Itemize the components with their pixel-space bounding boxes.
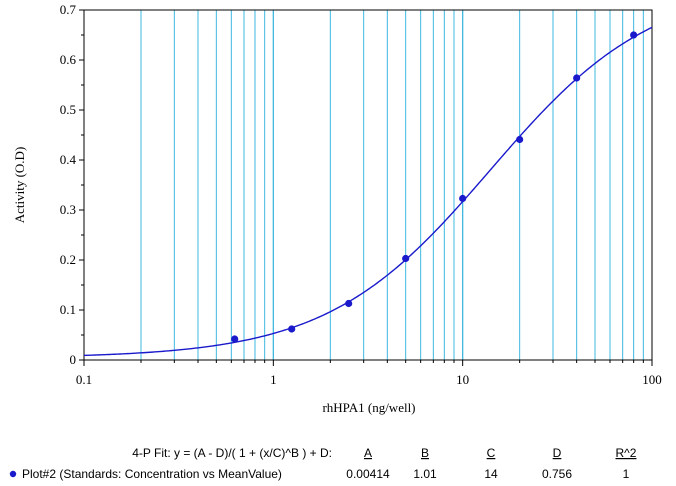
- data-point: [345, 299, 353, 308]
- y-axis-label: Activity (O.D): [12, 147, 27, 224]
- x-tick-label: 0.1: [76, 372, 92, 387]
- y-tick-label: 0.2: [60, 252, 76, 267]
- legend-marker: [9, 470, 17, 478]
- data-point: [516, 135, 524, 144]
- y-tick-label: 0: [70, 352, 77, 367]
- data-point: [459, 194, 467, 203]
- data-point: [288, 325, 296, 333]
- plot-frame: [83, 9, 653, 361]
- legend-series-label: Plot#2 (Standards: Concentration vs Mean…: [22, 467, 282, 481]
- y-tick-label: 0.4: [60, 152, 77, 167]
- y-tick-label: 0.6: [60, 52, 77, 67]
- data-point: [402, 254, 410, 263]
- fit-curve: [83, 26, 653, 357]
- fit-value: 14: [484, 467, 498, 481]
- fit-formula: 4-P Fit: y = (A - D)/( 1 + (x/C)^B ) + D…: [132, 446, 332, 460]
- fit-value: 0.00414: [346, 467, 390, 481]
- fit-value: 0.756: [542, 467, 572, 481]
- fit-header: B: [421, 446, 429, 460]
- data-point: [573, 74, 581, 82]
- x-tick-label: 1: [270, 372, 277, 387]
- x-tick-label: 100: [642, 372, 662, 387]
- y-tick-label: 0.7: [60, 2, 77, 17]
- y-tick-label: 0.3: [60, 202, 76, 217]
- fit-table-headers: A B C D R^2: [364, 446, 637, 460]
- fit-header: R^2: [616, 446, 637, 460]
- fit-header: A: [364, 446, 372, 460]
- data-points: [231, 31, 638, 343]
- data-point: [630, 31, 638, 39]
- fit-table-values: 0.00414 1.01 14 0.756 1: [346, 467, 629, 481]
- fit-header: C: [487, 446, 496, 460]
- fit-value: 1.01: [413, 467, 437, 481]
- fit-value: 1: [623, 467, 630, 481]
- axis-ticks: 0 0.1 0.2 0.3 0.4 0.5 0.6 0.7 0.1 1 10 100: [60, 2, 662, 387]
- x-axis-label: rhHPA1 (ng/well): [322, 400, 415, 415]
- y-tick-label: 0.1: [60, 302, 76, 317]
- fit-curve-layer: [83, 26, 653, 357]
- grid-lines: [140, 10, 644, 360]
- fit-header: D: [553, 446, 562, 460]
- y-tick-label: 0.5: [60, 102, 76, 117]
- data-point: [231, 335, 239, 343]
- x-tick-label: 10: [456, 372, 469, 387]
